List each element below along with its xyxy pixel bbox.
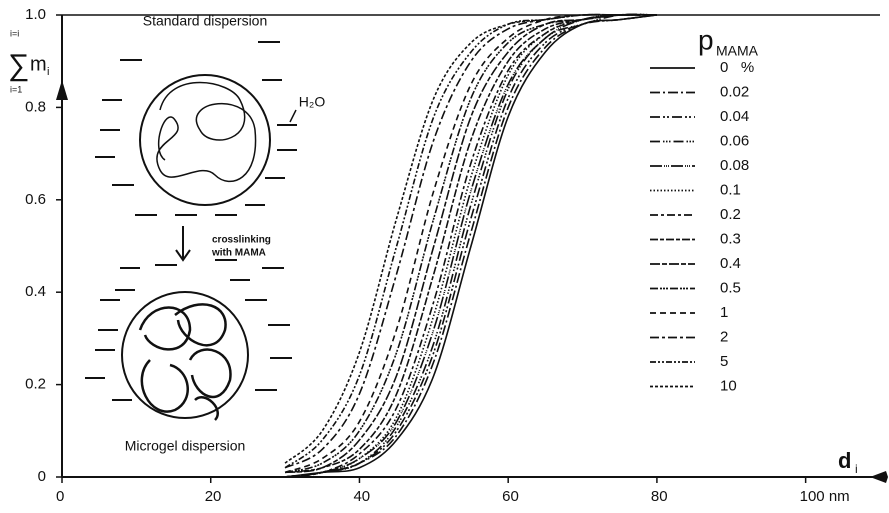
y-label-variable: m — [30, 53, 47, 75]
series-line — [284, 13, 657, 469]
annotation: with MAMA — [211, 248, 266, 259]
x-axis-arrow — [870, 471, 888, 483]
series-line — [284, 13, 657, 464]
y-tick-label: 0.2 — [25, 376, 46, 393]
legend-label: 0.4 — [720, 255, 741, 272]
legend-label: 0.5 — [720, 279, 741, 296]
series-line — [284, 13, 657, 478]
series-line — [284, 13, 657, 478]
legend-label: 1 — [720, 304, 728, 321]
annotation: H₂O — [299, 94, 326, 110]
y-tick-label: 0 — [38, 468, 46, 485]
x-tick-label: 80 — [651, 488, 668, 505]
y-tick-label: 0.6 — [25, 191, 46, 208]
x-label-variable: d — [838, 448, 851, 473]
y-tick-label: 1.0 — [25, 6, 46, 23]
y-axis-arrow — [56, 80, 68, 100]
y-label-symbol: ∑ — [8, 49, 29, 82]
legend-label: 0 % — [720, 59, 754, 76]
x-tick-label: 60 — [502, 488, 519, 505]
x-tick-label: 100 nm — [800, 488, 850, 505]
legend-label: 0.06 — [720, 132, 749, 149]
legend-label: 0.04 — [720, 108, 749, 125]
legend-label: 5 — [720, 353, 728, 370]
diagram — [85, 41, 297, 421]
legend-title: p — [698, 24, 714, 55]
legend-label: 0.08 — [720, 157, 749, 174]
series-line — [284, 13, 657, 469]
annotation: crosslinking — [212, 235, 271, 246]
y-label-upper: i=i — [10, 28, 19, 38]
series-line — [284, 13, 657, 478]
legend-label: 0.2 — [720, 206, 741, 223]
legend-label: 0.3 — [720, 230, 741, 247]
y-label-lower: i=1 — [10, 84, 22, 94]
x-tick-label: 0 — [56, 488, 64, 505]
legend-label: 10 — [720, 377, 737, 394]
legend-label: 0.1 — [720, 181, 741, 198]
series-line — [284, 14, 658, 478]
legend-title-subscript: MAMA — [716, 43, 759, 59]
y-tick-label: 0.8 — [25, 98, 46, 115]
annotation: Microgel dispersion — [125, 438, 246, 454]
annotation: Standard dispersion — [143, 13, 268, 29]
x-label-subscript: i — [855, 462, 858, 476]
series-line — [284, 13, 657, 474]
x-tick-label: 40 — [353, 488, 370, 505]
x-tick-label: 20 — [205, 488, 222, 505]
y-tick-label: 0.4 — [25, 283, 46, 300]
y-label-subscript: i — [47, 66, 49, 78]
legend-label: 0.02 — [720, 83, 749, 100]
legend-label: 2 — [720, 328, 728, 345]
